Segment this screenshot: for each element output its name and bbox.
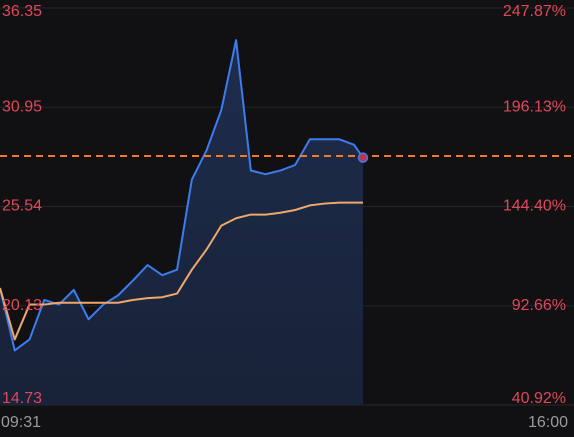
- y2-tick-label: 92.66%: [512, 297, 566, 314]
- y-tick-label: 25.54: [2, 198, 42, 215]
- y2-tick-label: 40.92%: [512, 390, 566, 407]
- price-area: [0, 40, 363, 406]
- y-tick-label: 36.35: [2, 3, 42, 20]
- y2-tick-label: 144.40%: [503, 198, 566, 215]
- last-point: [357, 152, 369, 163]
- y-tick-label: 30.95: [2, 98, 42, 115]
- y-tick-label: 14.73: [2, 390, 42, 407]
- y2-tick-label: 247.87%: [503, 3, 566, 20]
- y2-tick-label: 196.13%: [503, 98, 566, 115]
- x-tick-label: 16:00: [528, 414, 568, 431]
- x-tick-label: 09:31: [1, 414, 41, 431]
- average-line: [0, 201, 363, 341]
- y-tick-label: 20.13: [2, 297, 42, 314]
